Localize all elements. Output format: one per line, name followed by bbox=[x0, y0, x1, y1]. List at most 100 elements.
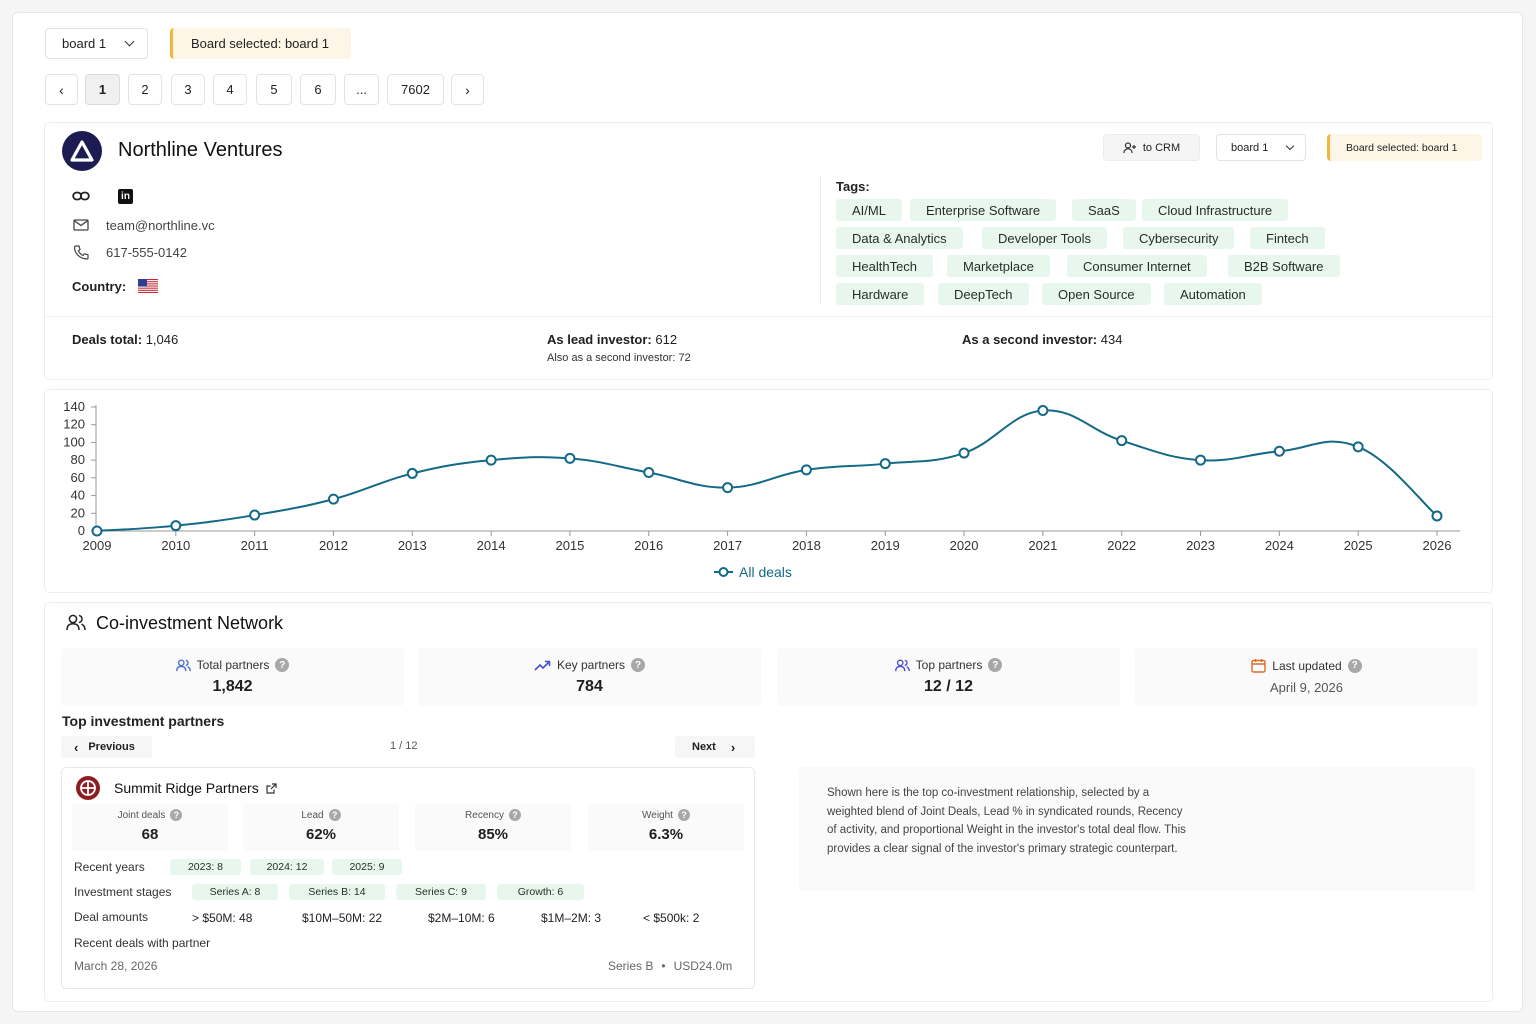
data-point-2023[interactable] bbox=[1195, 454, 1207, 466]
deals-second: As a second investor: 434 bbox=[962, 332, 1123, 347]
stage-pill: Series B: 14 bbox=[289, 884, 385, 900]
next-button[interactable]: Next › bbox=[675, 736, 755, 758]
link-icon[interactable] bbox=[72, 189, 90, 203]
data-point-2026[interactable] bbox=[1431, 510, 1443, 522]
tag: HealthTech bbox=[836, 255, 934, 277]
board-select[interactable]: board 1 bbox=[45, 28, 148, 59]
stat-label: Top partners bbox=[915, 658, 983, 672]
legend-marker-icon bbox=[718, 567, 729, 577]
data-point-2018[interactable] bbox=[800, 464, 812, 476]
help-icon[interactable]: ? bbox=[677, 809, 690, 821]
external-link-icon bbox=[266, 782, 277, 794]
data-point-2021[interactable] bbox=[1037, 405, 1049, 417]
data-point-2024[interactable] bbox=[1273, 445, 1285, 457]
data-point-2020[interactable] bbox=[958, 447, 970, 459]
mail-icon bbox=[73, 219, 89, 231]
amount-item: < $500k: 2 bbox=[643, 911, 700, 925]
chart-legend[interactable]: All deals bbox=[714, 564, 792, 580]
metric-joint-deals: Joint deals? 68 bbox=[72, 803, 228, 851]
notice-text: Board selected: board 1 bbox=[191, 36, 330, 51]
tag: Cybersecurity bbox=[1123, 227, 1235, 249]
trending-up-icon bbox=[534, 660, 551, 671]
pagination-page-5[interactable]: 5 bbox=[256, 74, 292, 105]
data-point-2022[interactable] bbox=[1116, 435, 1128, 447]
x-tick-label: 2023 bbox=[1186, 538, 1215, 553]
stat-label: Key partners bbox=[556, 658, 626, 672]
data-point-2010[interactable] bbox=[170, 520, 182, 532]
pagination-page-3[interactable]: 3 bbox=[171, 74, 205, 105]
users-icon bbox=[66, 614, 86, 631]
y-tick-label: 60 bbox=[71, 470, 85, 485]
data-point-2014[interactable] bbox=[485, 454, 497, 466]
data-point-2009[interactable] bbox=[91, 525, 103, 537]
pagination-page-2[interactable]: 2 bbox=[128, 74, 162, 105]
country-label: Country: bbox=[72, 279, 127, 294]
deals-total: Deals total: 1,046 bbox=[72, 332, 179, 347]
company-phone[interactable]: 617-555-0142 bbox=[106, 245, 187, 260]
help-icon[interactable]: ? bbox=[1347, 658, 1362, 673]
users-icon bbox=[894, 659, 910, 671]
stat-key-partners: Key partners ? 784 bbox=[418, 648, 761, 706]
pagination-page-4[interactable]: 4 bbox=[213, 74, 247, 105]
deals-also-second: Also as a second investor: 72 bbox=[547, 352, 691, 364]
tags-label: Tags: bbox=[836, 179, 870, 194]
deals-divider bbox=[45, 316, 1492, 317]
stat-value: 784 bbox=[576, 678, 603, 695]
x-tick-label: 2017 bbox=[713, 538, 742, 553]
metric-lead: Lead? 62% bbox=[243, 803, 399, 851]
amount-item: > $50M: 48 bbox=[192, 911, 253, 925]
users-icon bbox=[175, 659, 191, 671]
data-point-2013[interactable] bbox=[406, 467, 418, 479]
help-icon[interactable]: ? bbox=[328, 809, 341, 821]
x-tick-label: 2025 bbox=[1344, 538, 1373, 553]
recent-deal-date: March 28, 2026 bbox=[74, 959, 158, 973]
y-tick-label: 20 bbox=[71, 505, 85, 520]
profile-card bbox=[44, 122, 1493, 380]
stages-label: Investment stages bbox=[74, 885, 172, 899]
profile-board-select[interactable]: board 1 bbox=[1216, 134, 1306, 161]
amount-item: $1M–2M: 3 bbox=[541, 911, 602, 925]
pagination-page-1[interactable]: 1 bbox=[85, 74, 120, 105]
x-tick-label: 2016 bbox=[634, 538, 663, 553]
pagination-prev-button[interactable]: ‹ bbox=[45, 74, 78, 105]
x-tick-label: 2013 bbox=[398, 538, 427, 553]
data-point-2019[interactable] bbox=[879, 458, 891, 470]
to-crm-button[interactable]: to CRM bbox=[1103, 134, 1200, 161]
profile-notice-text: Board selected: board 1 bbox=[1346, 141, 1458, 154]
company-email[interactable]: team@northline.vc bbox=[106, 218, 215, 233]
stat-value: 12 / 12 bbox=[924, 678, 973, 695]
help-icon[interactable]: ? bbox=[631, 658, 646, 672]
help-icon[interactable]: ? bbox=[988, 658, 1003, 672]
data-point-2015[interactable] bbox=[564, 452, 576, 464]
partner-name: Summit Ridge Partners bbox=[114, 780, 259, 796]
pagination-page-6[interactable]: 6 bbox=[300, 74, 336, 105]
help-icon[interactable]: ? bbox=[508, 809, 521, 821]
linkedin-icon[interactable]: in bbox=[118, 189, 133, 204]
data-point-2012[interactable] bbox=[327, 493, 339, 505]
stat-value: April 9, 2026 bbox=[1270, 680, 1343, 695]
pagination-next-button[interactable]: › bbox=[451, 74, 484, 105]
pagination-page-last[interactable]: 7602 bbox=[387, 74, 444, 105]
x-tick-label: 2012 bbox=[319, 538, 348, 553]
series-line-all-deals bbox=[96, 409, 1438, 532]
chevron-left-icon: ‹ bbox=[59, 81, 64, 98]
data-point-2025[interactable] bbox=[1352, 441, 1364, 453]
help-icon[interactable]: ? bbox=[275, 658, 290, 672]
stat-last-updated: Last updated ? April 9, 2026 bbox=[1135, 648, 1478, 706]
previous-button[interactable]: ‹ Previous bbox=[61, 736, 152, 758]
tags-divider bbox=[820, 176, 821, 304]
partner-name-link[interactable]: Summit Ridge Partners bbox=[114, 780, 277, 796]
chevron-down-icon bbox=[124, 36, 135, 47]
x-tick-label: 2010 bbox=[161, 538, 190, 553]
stat-top-partners: Top partners ? 12 / 12 bbox=[777, 648, 1120, 706]
tag: Developer Tools bbox=[982, 227, 1107, 249]
data-point-2011[interactable] bbox=[249, 509, 261, 521]
pagination-ellipsis[interactable]: ... bbox=[344, 74, 379, 105]
phone-icon bbox=[73, 245, 89, 260]
description-text: Shown here is the top co-investment rela… bbox=[827, 787, 1186, 855]
help-icon[interactable]: ? bbox=[170, 809, 183, 821]
tag: Cloud Infrastructure bbox=[1142, 199, 1289, 221]
tag: Enterprise Software bbox=[910, 199, 1057, 221]
data-point-2017[interactable] bbox=[722, 482, 734, 494]
data-point-2016[interactable] bbox=[643, 467, 655, 479]
